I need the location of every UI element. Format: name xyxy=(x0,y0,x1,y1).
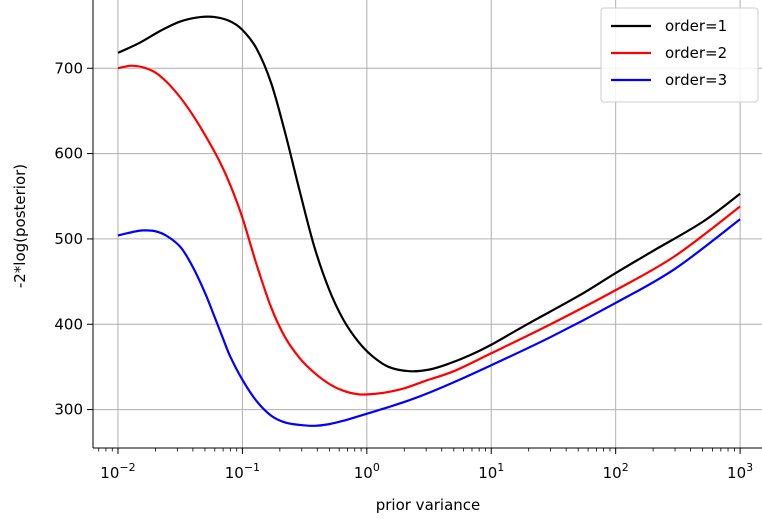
y-tick-label: 400 xyxy=(54,315,83,333)
x-tick-label: 101 xyxy=(478,461,504,482)
legend-box xyxy=(600,7,759,103)
x-tick-label: 10−1 xyxy=(225,461,260,482)
axes xyxy=(87,0,762,454)
x-tick-exponent: 0 xyxy=(373,461,380,474)
x-tick-exponent: 2 xyxy=(622,461,629,474)
legend-label: order=2 xyxy=(665,44,727,62)
x-tick-exponent: −2 xyxy=(119,461,135,474)
x-tick-base: 10 xyxy=(225,464,244,482)
y-tick-label: 700 xyxy=(54,59,83,77)
x-tick-base: 10 xyxy=(354,464,373,482)
legend-label: order=1 xyxy=(665,17,727,35)
legend: order=1 order=2 order=3 xyxy=(600,7,759,103)
y-axis-label: -2*log(posterior) xyxy=(11,164,29,288)
x-tick-base: 10 xyxy=(478,464,497,482)
x-axis-label: prior variance xyxy=(376,496,481,514)
series-line-1 xyxy=(117,15,741,373)
x-tick-base: 10 xyxy=(603,464,622,482)
x-tick-exponent: 3 xyxy=(746,461,753,474)
x-tick-label: 10−2 xyxy=(100,461,135,482)
y-tick-label: 300 xyxy=(54,401,83,419)
x-tick-base: 10 xyxy=(100,464,119,482)
x-tick-exponent: −1 xyxy=(244,461,260,474)
y-tick-label: 500 xyxy=(54,230,83,248)
series-layer xyxy=(117,15,741,427)
x-tick-label: 100 xyxy=(354,461,380,482)
x-tick-base: 10 xyxy=(727,464,746,482)
y-tick-label: 600 xyxy=(54,145,83,163)
series-line-3 xyxy=(117,218,741,427)
series-line-2 xyxy=(117,64,741,396)
x-tick-exponent: 1 xyxy=(497,461,504,474)
legend-label: order=3 xyxy=(665,71,727,89)
x-tick-label: 103 xyxy=(727,461,753,482)
x-tick-label: 102 xyxy=(603,461,629,482)
